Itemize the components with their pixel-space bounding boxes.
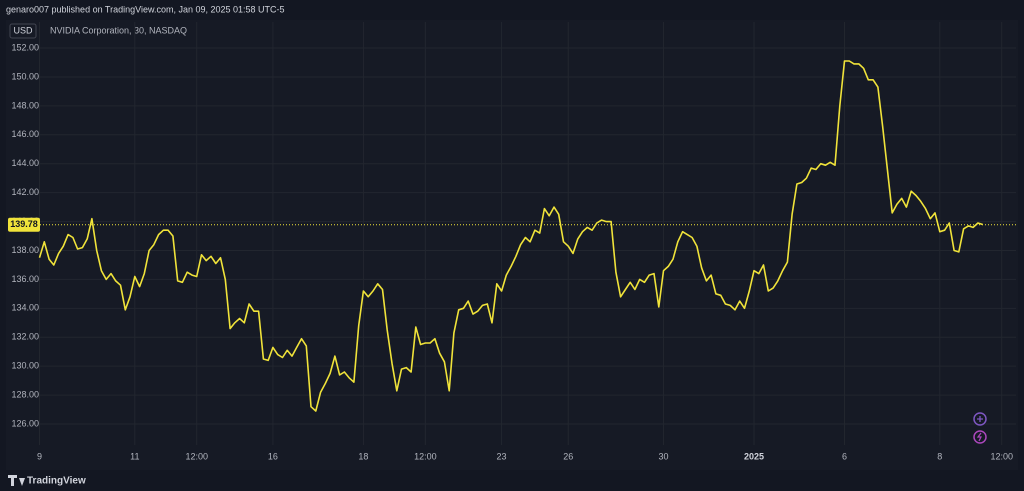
x-tick-label: 2025 bbox=[744, 451, 764, 461]
last-price-label: 139.78 bbox=[10, 219, 38, 229]
y-tick-label: 152.00 bbox=[11, 42, 39, 52]
currency[interactable]: USD bbox=[13, 25, 33, 35]
y-tick-label: 130.00 bbox=[11, 361, 39, 371]
plot-background bbox=[6, 20, 1018, 470]
x-tick-label: 6 bbox=[842, 451, 847, 461]
x-tick-label: 9 bbox=[37, 451, 42, 461]
plot: 126.00 128.00 130.00 132.00 134.00 136.00 138.… bbox=[8, 22, 1016, 461]
y-tick-label: 150.00 bbox=[11, 71, 39, 81]
x-tick-label: 26 bbox=[563, 451, 573, 461]
x-tick-label: 12:00 bbox=[414, 451, 437, 461]
currency-button[interactable] bbox=[9, 23, 37, 39]
x-tick-label: 16 bbox=[268, 451, 278, 461]
y-tick-label: 126.00 bbox=[11, 418, 39, 428]
x-tick-label: 11 bbox=[130, 451, 139, 461]
x-tick-label: 23 bbox=[497, 451, 507, 461]
y-tick-label: 142.00 bbox=[11, 187, 39, 197]
y-tick-label: 136.00 bbox=[11, 274, 39, 284]
x-tick-label: 8 bbox=[937, 451, 942, 461]
add-icon-glyph bbox=[977, 416, 983, 422]
y-tick-label: 138.00 bbox=[11, 245, 39, 255]
y-tick-label: 144.00 bbox=[11, 158, 39, 168]
y-tick-label: 134.00 bbox=[11, 303, 39, 313]
lightning-icon[interactable] bbox=[973, 430, 987, 444]
last-price-badge bbox=[8, 217, 40, 232]
x-tick-label: 30 bbox=[659, 451, 669, 461]
logo bbox=[8, 475, 25, 486]
footer-brand: TradingView bbox=[27, 476, 86, 487]
y-tick-label: 148.00 bbox=[11, 100, 39, 110]
y-tick-label: 146.00 bbox=[11, 129, 39, 139]
price-line bbox=[38, 60, 983, 412]
add-icon[interactable] bbox=[973, 412, 987, 426]
x-tick-label: 12:00 bbox=[990, 451, 1013, 461]
x-tick-label: 18 bbox=[358, 451, 368, 461]
symbol: NVIDIA Corporation, 30, NASDAQ bbox=[50, 25, 187, 35]
lightning-glyph bbox=[976, 432, 982, 442]
publisher: genaro007 published on TradingView.com, … bbox=[6, 4, 285, 14]
x-tick-label: 12:00 bbox=[185, 451, 208, 461]
y-tick-label: 128.00 bbox=[11, 389, 39, 399]
y-tick-label: 132.00 bbox=[11, 332, 39, 342]
